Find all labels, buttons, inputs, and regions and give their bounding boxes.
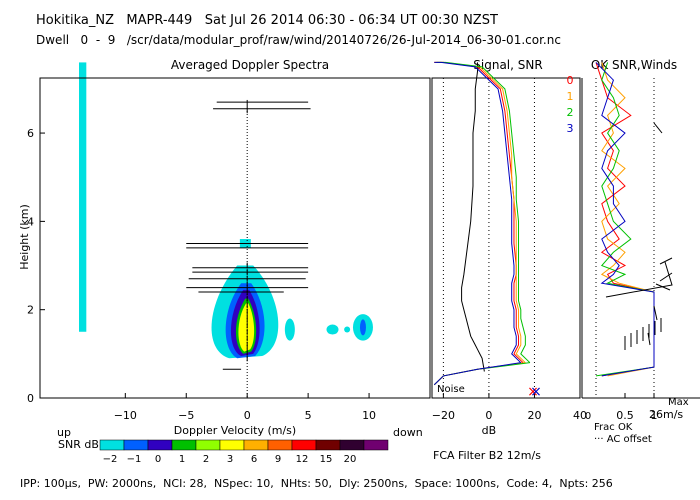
wind-arrow-2-6km — [605, 261, 673, 298]
doppler-x-tick-label: −5 — [178, 409, 194, 422]
snr-legend-0: 0 — [567, 74, 574, 87]
colorbar-swatch — [339, 439, 365, 451]
snr-x-axis-label: dB — [482, 424, 497, 437]
echo-8-speck — [344, 326, 351, 333]
signal-profile-line — [461, 62, 485, 372]
winds-x-tick-label: 1 — [651, 409, 658, 422]
doppler-x-tick-label: 0 — [244, 409, 251, 422]
wind-barb — [659, 257, 673, 265]
winds-x-tick-label-0: 0 — [585, 411, 591, 422]
doppler-label-down: down — [393, 426, 423, 439]
snr-x-tick-label: 20 — [527, 409, 541, 422]
snr-series-base-1 — [433, 362, 526, 386]
echo-7-speck — [326, 324, 339, 335]
colorbar-swatch — [363, 439, 389, 451]
colorbar-tick-label: −2 — [103, 454, 118, 465]
wind-barb — [647, 332, 651, 346]
doppler-y-tick-label: 0 — [27, 392, 34, 405]
footer-fca-filter: FCA Filter B2 12m/s — [433, 449, 541, 462]
noise-marker-blue: × — [530, 384, 542, 400]
colorbar-swatch — [315, 439, 341, 451]
snr-legend-2: 2 — [567, 106, 574, 119]
snr-x-tick-label: 0 — [485, 409, 492, 422]
frac-ok-line-2 — [595, 62, 655, 377]
snr-series-base-2 — [433, 362, 530, 386]
colorbar-tick-label: 3 — [227, 454, 233, 465]
snr-panel-title: Signal, SNR — [473, 58, 542, 72]
winds-panel-title: OK SNR,Winds — [591, 58, 677, 72]
echo-3-5-snr-minus2 — [284, 318, 295, 341]
wind-scale-value: 26m/s — [649, 408, 683, 421]
colorbar-tick-label: 0 — [155, 454, 161, 465]
colorbar-tick-label: 2 — [203, 454, 209, 465]
winds-ac-offset-label: ··· AC offset — [594, 434, 652, 445]
colorbar-swatch — [267, 439, 293, 451]
colorbar-tick-label: 1 — [179, 454, 185, 465]
noise-marker-red: × — [527, 384, 539, 400]
echo-9-5-snr-minus1 — [359, 319, 366, 336]
snr-series-base-0 — [433, 362, 524, 386]
colorbar-tick-label: 20 — [344, 454, 357, 465]
doppler-label-up: up — [57, 426, 71, 439]
snr-series-line-0 — [434, 61, 524, 364]
colorbar-swatch — [243, 439, 269, 451]
colorbar-swatch — [99, 439, 125, 451]
colorbar-swatch — [147, 439, 173, 451]
frac-ok-line-1 — [600, 62, 655, 377]
colorbar-tick-label: −1 — [127, 454, 142, 465]
colorbar-tick-label: 12 — [296, 454, 309, 465]
wind-scale-label: Max — [668, 397, 689, 408]
snr-legend-1: 1 — [567, 90, 574, 103]
snr-series-line-2 — [436, 61, 531, 364]
snr-panel-frame — [431, 77, 581, 399]
snr-x-tick-label: 40 — [573, 409, 587, 422]
colorbar-tick-label: 6 — [251, 454, 257, 465]
wind-barb — [659, 272, 673, 282]
doppler-x-axis-label: Doppler Velocity (m/s) — [174, 424, 296, 437]
winds-x-axis-label: Frac OK — [594, 422, 633, 433]
doppler-x-tick-label: −10 — [114, 409, 137, 422]
snr-series-line-3 — [434, 61, 522, 364]
footer-radar-params: IPP: 100μs, PW: 2000ns, NCI: 28, NSpec: … — [20, 477, 613, 490]
snr-legend-3: 3 — [567, 122, 574, 135]
doppler-y-tick-label: 2 — [27, 304, 34, 317]
wind-barb — [653, 305, 658, 321]
colorbar-swatch — [219, 439, 245, 451]
snr-series-line-1 — [434, 61, 526, 364]
wind-barb — [653, 122, 663, 134]
doppler-x-tick-label: 10 — [362, 409, 376, 422]
snr-series-base-3 — [433, 362, 521, 386]
echo-main-snr-3 — [238, 303, 255, 352]
colorbar-swatch — [171, 439, 197, 451]
colorbar-label: SNR dB — [58, 438, 99, 451]
winds-x-tick-label: 0.5 — [616, 409, 634, 422]
colorbar-swatch — [291, 439, 317, 451]
doppler-panel-title: Averaged Doppler Spectra — [171, 58, 329, 72]
colorbar-swatch — [123, 439, 149, 451]
colorbar-swatch — [195, 439, 221, 451]
doppler-y-tick-label: 6 — [27, 127, 34, 140]
snr-x-tick-label: −20 — [432, 409, 455, 422]
frac-ok-line-3 — [595, 62, 655, 377]
doppler-x-tick-label: 5 — [305, 409, 312, 422]
figure-header-site-time: Hokitika_NZ MAPR-449 Sat Jul 26 2014 06:… — [36, 13, 498, 28]
colorbar-tick-label: 9 — [275, 454, 281, 465]
noise-label: Noise — [437, 384, 465, 395]
figure-header-dwell-file: Dwell 0 - 9 /scr/data/modular_prof/raw/w… — [36, 33, 561, 47]
colorbar-tick-label: 15 — [320, 454, 333, 465]
echo-ground-clutter-strip — [79, 62, 87, 332]
frac-ok-line-0 — [595, 62, 655, 377]
doppler-y-tick-label: 4 — [27, 215, 34, 228]
echo-main-region — [211, 265, 279, 359]
doppler-y-axis-label: Height (km) — [18, 204, 31, 270]
